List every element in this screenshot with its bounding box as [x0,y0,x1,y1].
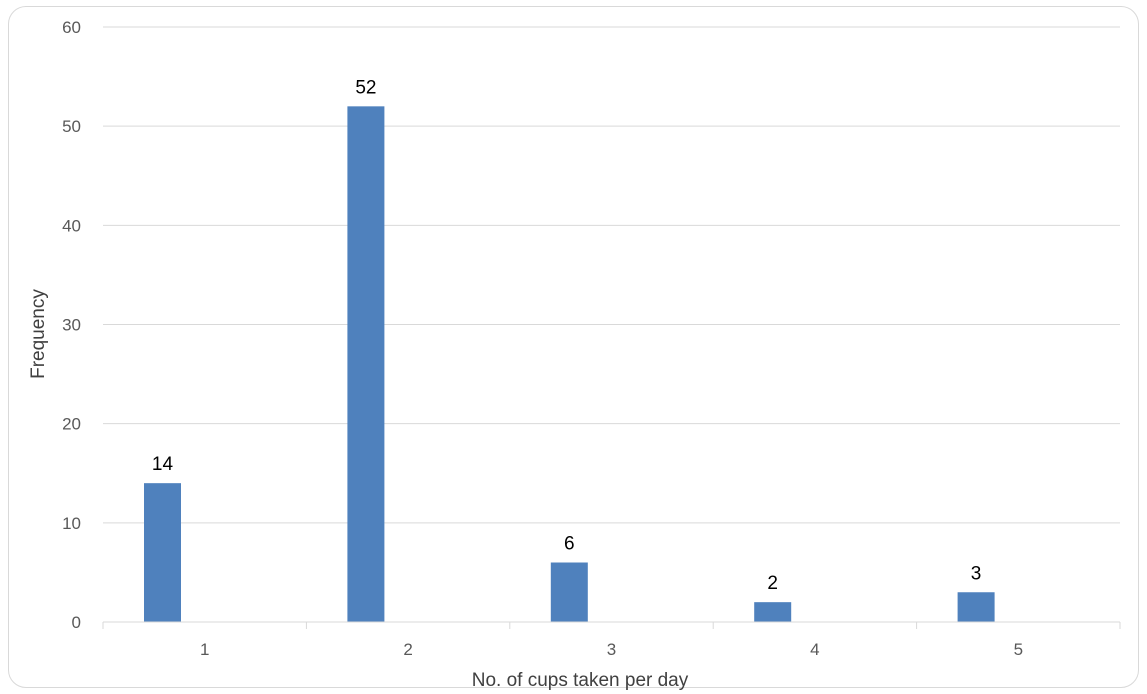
data-label: 3 [971,563,982,584]
gridlines [103,26,1120,524]
x-axis [102,621,1121,629]
bar [550,562,588,622]
y-tick-label: 60 [62,18,81,37]
bar [347,106,385,623]
x-tick-label: 2 [403,640,412,659]
x-tick-label: 4 [810,640,819,659]
data-label: 6 [564,534,575,555]
x-tick-label: 3 [607,640,616,659]
data-label: 14 [152,454,174,475]
y-tick-label: 40 [62,216,81,235]
y-tick-label: 0 [72,613,81,632]
x-tick-label: 5 [1014,640,1023,659]
y-tick-labels: 0 10 20 30 40 50 60 [62,18,81,632]
x-tick-labels: 1 2 3 4 5 [200,640,1023,659]
y-axis-title: Frequency [28,289,49,379]
data-label: 2 [767,573,778,594]
data-label: 52 [355,77,376,98]
bar [144,483,181,622]
bars [144,106,995,623]
data-labels: 14 52 6 2 3 [152,77,981,594]
y-tick-label: 30 [62,316,81,335]
x-tick-label: 1 [200,640,209,659]
y-tick-label: 10 [62,514,81,533]
bar [754,602,792,622]
x-axis-title: No. of cups taken per day [472,670,689,691]
bar [957,592,995,622]
y-tick-label: 50 [62,117,81,136]
y-tick-label: 20 [62,415,81,434]
